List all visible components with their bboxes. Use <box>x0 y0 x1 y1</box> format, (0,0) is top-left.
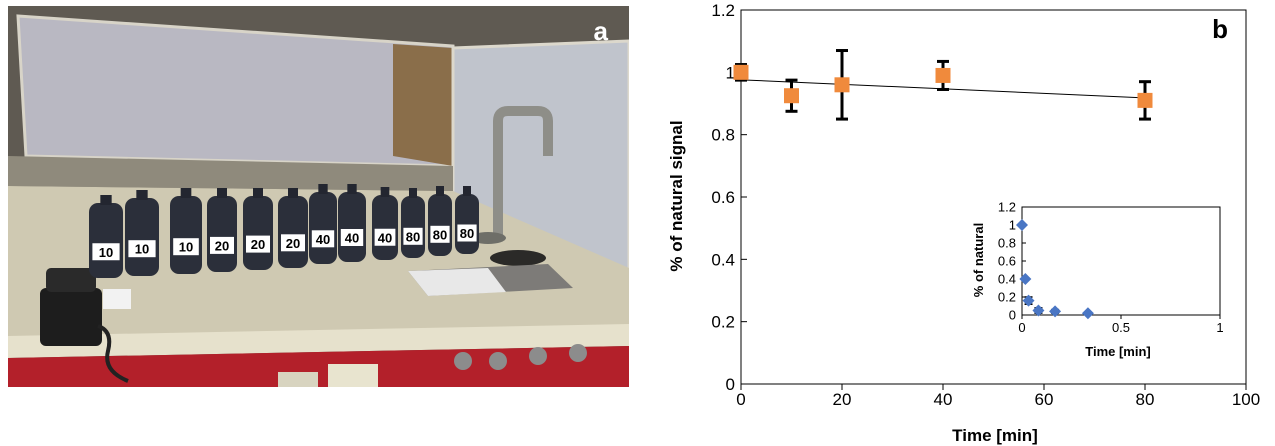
inset-data-point <box>1019 273 1032 285</box>
data-point <box>733 64 749 80</box>
chart-svg: 00.20.40.60.811.20 20 40 60 80 100 00.20.40.6… <box>667 1 1260 445</box>
inset-data-point <box>1016 219 1028 231</box>
bottle-label: 10 <box>179 240 193 255</box>
data-point <box>935 67 951 83</box>
y-axis-label: % of natural signal <box>667 120 686 271</box>
y-tick-label: 0.2 <box>711 313 735 332</box>
knob <box>569 344 587 362</box>
inset-plot-frame <box>1021 206 1221 316</box>
telephone <box>40 288 102 346</box>
plot-frame <box>740 9 1247 385</box>
bottle-label: 80 <box>406 229 420 244</box>
x-tick-label: 40 <box>934 390 953 409</box>
x-tick-label: 100 <box>1232 390 1260 409</box>
bottle-label: 80 <box>460 226 474 241</box>
sample-bottles: 10 10 10 20 20 20 40 40 40 80 80 80 <box>89 184 479 278</box>
bottle-label: 40 <box>345 231 359 246</box>
sink-drain <box>490 250 546 266</box>
inset-data-point <box>1081 307 1094 320</box>
inset-x-tick-label: 0.5 <box>1112 320 1130 335</box>
x-tick-label: 20 <box>833 390 852 409</box>
x-axis-label: Time [min] <box>952 426 1038 445</box>
y-tick-label: 0.6 <box>711 188 735 207</box>
knob <box>454 352 472 370</box>
inset-data-point <box>1049 305 1062 318</box>
sample-bottle: 20 <box>278 188 308 268</box>
inset-plot: 00.20.40.60.811.20 0.5 1 <box>998 200 1224 335</box>
data-point <box>834 77 850 93</box>
inset-y-tick-label: 1 <box>1009 218 1016 233</box>
inset-y-tick-label: 0.8 <box>998 236 1016 251</box>
brown-strip <box>393 44 453 166</box>
y-tick-label: 1 <box>726 63 735 82</box>
inset-y-tick-label: 0 <box>1009 308 1016 323</box>
x-tick-label: 0 <box>736 390 745 409</box>
bottle-label: 20 <box>215 238 229 253</box>
water-tap <box>493 106 553 236</box>
inset-y-tick-label: 0.2 <box>998 290 1016 305</box>
inset-x-tick-label: 1 <box>1216 320 1223 335</box>
data-point <box>784 88 799 104</box>
main-plot: 00.20.40.60.811.20 20 40 60 80 100 <box>711 1 1260 409</box>
bottle-label: 20 <box>251 237 265 252</box>
y-tick-label: 0.4 <box>711 250 735 269</box>
sample-bottle: 80 <box>401 188 425 258</box>
sample-bottle: 40 <box>309 184 337 264</box>
sample-bottle: 20 <box>243 188 273 270</box>
sample-bottle: 10 <box>125 190 159 276</box>
sample-bottle: 10 <box>89 195 123 278</box>
inset-y-tick-label: 0.6 <box>998 254 1016 269</box>
panel-a-label: a <box>594 16 609 46</box>
y-tick-label: 0.8 <box>711 126 735 145</box>
inset-y-axis-label: % of natural <box>971 223 986 297</box>
sample-bottle: 10 <box>170 188 202 274</box>
photo-panel: 10 10 10 20 20 20 40 40 40 80 80 80 a <box>8 6 629 387</box>
bottle-label: 40 <box>378 230 392 245</box>
panel-b-label: b <box>1212 14 1228 44</box>
sample-bottle: 40 <box>338 184 366 262</box>
bottle-label: 10 <box>99 245 113 260</box>
red-base <box>8 346 629 387</box>
bench-front <box>8 324 629 358</box>
inset-x-axis-label: Time [min] <box>1085 344 1151 359</box>
bottle-label: 80 <box>433 227 447 242</box>
inset-data-point <box>1032 304 1045 317</box>
sample-bottle: 20 <box>207 188 237 272</box>
x-tick-label: 80 <box>1136 390 1155 409</box>
sample-bottle: 40 <box>372 187 398 260</box>
knob <box>489 352 507 370</box>
bottle-label: 10 <box>135 242 149 257</box>
x-tick-label: 60 <box>1035 390 1054 409</box>
inset-x-tick-label: 0 <box>1018 320 1025 335</box>
sample-bottle: 80 <box>428 186 452 256</box>
inset-y-tick-label: 1.2 <box>998 200 1016 215</box>
bottle-label: 40 <box>316 232 330 247</box>
y-tick-label: 0 <box>726 375 735 394</box>
inset-y-tick-label: 0.4 <box>998 272 1016 287</box>
chart-panel: 0 0.2 0.4 0.6 0.8 1 1.2 0 20 40 60 80 100 0 0.2 0.4 0.6… <box>640 0 1275 446</box>
shelf-edge <box>8 156 453 191</box>
knob <box>529 347 547 365</box>
bottle-label: 20 <box>286 236 300 251</box>
data-point <box>1137 92 1153 108</box>
sample-bottle: 80 <box>455 186 479 254</box>
photo-illustration: 10 10 10 20 20 20 40 40 40 80 80 80 a <box>8 6 629 387</box>
y-tick-label: 1.2 <box>711 1 735 20</box>
